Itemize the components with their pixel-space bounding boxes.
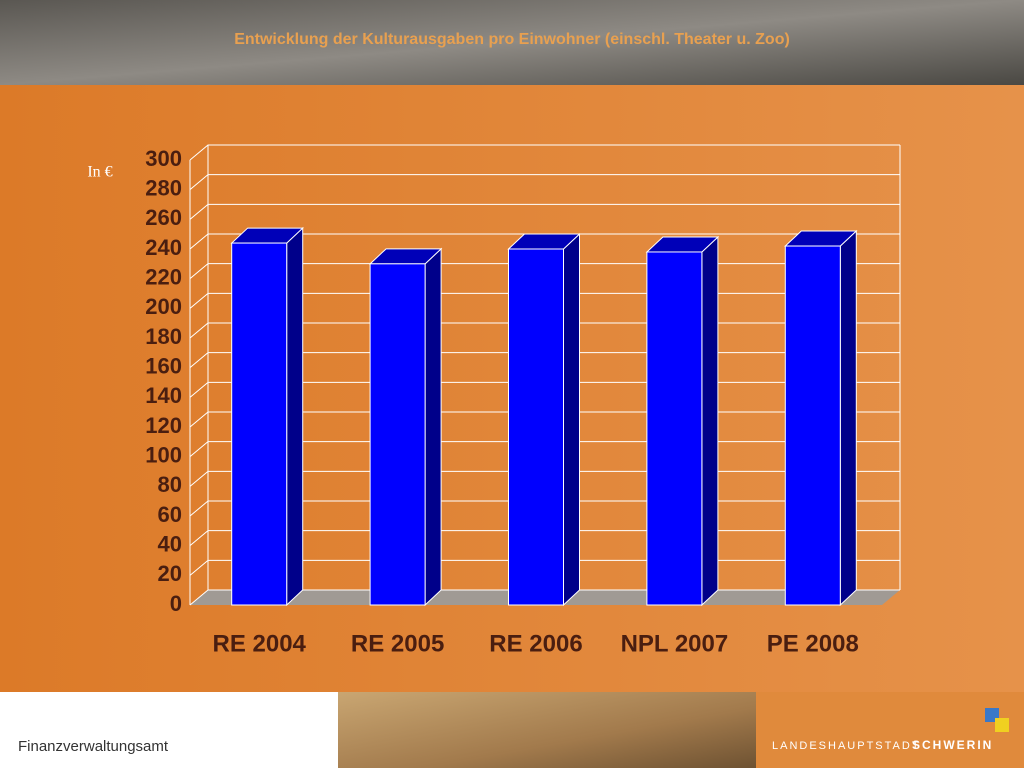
grid-line <box>189 144 900 161</box>
bar-side <box>701 235 719 607</box>
slide-title: Entwicklung der Kulturausgaben pro Einwo… <box>234 31 790 48</box>
bar <box>369 263 426 606</box>
bar <box>646 251 703 606</box>
logo-prefix: LANDESHAUPTSTADT <box>772 740 921 752</box>
footer-logo-area <box>756 692 1024 768</box>
bar-side <box>286 226 304 607</box>
y-tick-label: 60 <box>158 502 182 527</box>
x-tick-label: PE 2008 <box>767 630 859 657</box>
y-tick-label: 100 <box>145 442 182 467</box>
grid-line <box>189 174 900 191</box>
y-tick-label: 300 <box>145 146 182 171</box>
footer-photo <box>338 692 756 768</box>
bar <box>508 248 564 606</box>
bar-side <box>563 232 580 607</box>
y-tick-label: 280 <box>145 175 182 200</box>
y-tick-label: 120 <box>145 413 182 438</box>
y-tick-label: 200 <box>145 294 182 319</box>
y-tick-label: 80 <box>158 472 182 497</box>
y-tick-label: 40 <box>158 531 182 556</box>
bar <box>231 242 288 606</box>
bar-side <box>839 229 857 607</box>
y-tick-label: 20 <box>158 561 182 586</box>
header-image <box>0 0 1024 85</box>
y-tick-label: 140 <box>145 383 182 408</box>
logo-name: SCHWERIN <box>912 738 993 752</box>
y-axis-label: In € <box>87 164 112 181</box>
x-tick-label: NPL 2007 <box>621 630 729 657</box>
x-tick-label: RE 2006 <box>489 630 582 657</box>
footer-left <box>0 692 338 768</box>
x-tick-label: RE 2005 <box>351 630 444 657</box>
logo-icon <box>995 718 1009 732</box>
y-tick-label: 0 <box>170 591 182 616</box>
y-tick-label: 220 <box>145 264 182 289</box>
y-tick-label: 240 <box>145 235 182 260</box>
grid-line <box>189 203 900 220</box>
bar <box>784 245 841 606</box>
x-tick-label: RE 2004 <box>212 630 306 657</box>
grid-line <box>189 233 900 250</box>
y-tick-label: 260 <box>145 205 182 230</box>
bar-side <box>424 247 442 607</box>
y-tick-label: 180 <box>145 324 182 349</box>
footer-text: Finanzverwaltungsamt <box>18 738 169 755</box>
y-tick-label: 160 <box>145 353 182 378</box>
